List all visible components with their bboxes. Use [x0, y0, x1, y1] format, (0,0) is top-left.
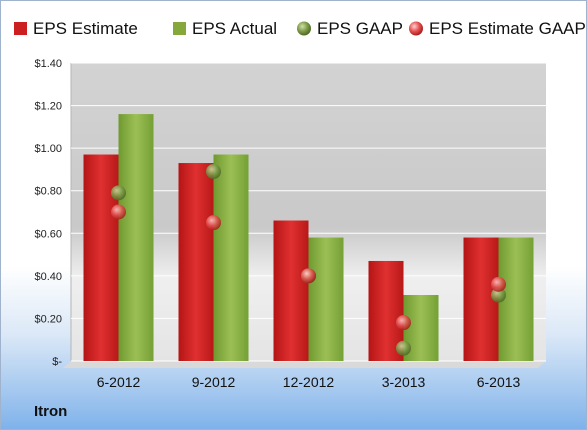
- y-tick-label: $0.60: [34, 228, 62, 240]
- plot-floor: [63, 361, 546, 368]
- eps-estimate-gaap-point: [111, 204, 126, 220]
- legend-swatch: [14, 22, 27, 35]
- eps-gaap-point: [206, 164, 221, 180]
- eps-estimate-bar: [178, 163, 214, 361]
- legend: EPS Estimate EPS Actual EPS GAAP EPS Estima…: [14, 19, 586, 38]
- y-tick-label: $0.20: [34, 313, 62, 325]
- legend-marker: [297, 21, 311, 36]
- eps-estimate-gaap-point: [206, 215, 221, 231]
- x-tick-label: 9-2012: [192, 374, 236, 390]
- eps-actual-bar: [118, 114, 154, 361]
- legend-label: EPS Actual: [192, 19, 277, 38]
- y-tick-label: $-: [52, 356, 62, 368]
- eps-gaap-point: [491, 287, 506, 303]
- y-tick-label: $0.40: [34, 271, 62, 283]
- legend-marker: [409, 21, 423, 36]
- eps-estimate-gaap-point: [491, 276, 506, 292]
- legend-label: EPS GAAP: [317, 19, 403, 38]
- x-tick-label: 12-2012: [283, 374, 335, 390]
- y-tick-label: $1.20: [34, 101, 62, 113]
- legend-item: EPS Estimate GAAP: [409, 19, 586, 38]
- eps-estimate-bar: [83, 154, 119, 361]
- legend-swatch: [173, 22, 186, 35]
- eps-estimate-gaap-point: [301, 268, 316, 284]
- company-name: Itron: [34, 403, 68, 420]
- y-tick-label: $0.80: [34, 186, 62, 198]
- eps-gaap-point: [396, 340, 411, 356]
- eps-actual-bar: [308, 237, 344, 361]
- plot-area: $- $0.20 $0.40 $0.60 $0.80 $1.00 $1.20 $1.40 6-2…: [34, 58, 546, 390]
- eps-actual-bar: [213, 154, 249, 361]
- y-tick-label: $1.40: [34, 58, 62, 70]
- legend-item: EPS Actual: [173, 19, 277, 38]
- x-tick-label: 6-2013: [477, 374, 521, 390]
- eps-estimate-gaap-point: [396, 315, 411, 331]
- legend-label: EPS Estimate: [33, 19, 138, 38]
- y-tick-label: $1.00: [34, 143, 62, 155]
- legend-item: EPS GAAP: [297, 19, 403, 38]
- legend-label: EPS Estimate GAAP: [429, 19, 586, 38]
- eps-gaap-point: [111, 185, 126, 201]
- x-tick-label: 6-2012: [97, 374, 141, 390]
- legend-item: EPS Estimate: [14, 19, 138, 38]
- eps-estimate-bar: [273, 220, 309, 361]
- x-tick-label: 3-2013: [382, 374, 426, 390]
